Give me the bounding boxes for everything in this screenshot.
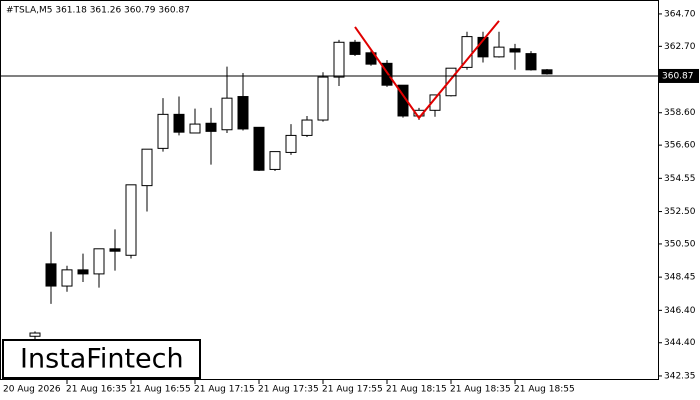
candle-body (93, 248, 105, 275)
logo: InstaFintech (20, 344, 184, 375)
chart-title: #TSLA,M5 361.18 361.26 360.79 360.87 (6, 6, 190, 16)
x-tick-label: 21 Aug 18:15 (386, 385, 447, 395)
y-tick-label: 358.60 (664, 108, 696, 118)
candle-body (349, 41, 361, 55)
logo-box (2, 339, 201, 379)
candle-body (269, 151, 281, 170)
y-tick-label: 356.60 (664, 141, 696, 151)
candle-body (61, 269, 73, 287)
candle-body (333, 41, 345, 78)
candle-body (29, 332, 41, 337)
candle-body (77, 269, 89, 275)
x-tick-label: 21 Aug 16:55 (130, 385, 191, 395)
candle-body (221, 97, 233, 131)
candle-body (461, 36, 473, 68)
candle-body (541, 69, 553, 75)
x-tick-label: 21 Aug 16:35 (66, 385, 127, 395)
candle-body (125, 184, 137, 256)
y-tick-label: 362.70 (664, 42, 696, 52)
candle-body (301, 119, 313, 136)
candle-body (445, 67, 457, 97)
candle-body (509, 48, 521, 53)
pattern-line (354, 20, 500, 120)
candle-body (285, 134, 297, 153)
candle-body (109, 248, 121, 252)
x-tick-label: 21 Aug 17:15 (194, 385, 255, 395)
y-tick-label: 342.35 (664, 371, 696, 381)
candle-body (45, 263, 57, 287)
candle-body (429, 94, 441, 111)
y-tick-label: 354.55 (664, 174, 696, 184)
candle-body (173, 113, 185, 133)
y-tick-label: 346.40 (664, 306, 696, 316)
x-tick-label: 21 Aug 18:35 (450, 385, 511, 395)
candle-body (253, 126, 265, 171)
candle-body (525, 53, 537, 71)
candle-body (237, 96, 249, 130)
candle-body (381, 62, 393, 86)
x-start-label: 20 Aug 2026 (3, 385, 61, 395)
y-tick-label: 348.45 (664, 273, 696, 283)
plot-frame (0, 0, 659, 380)
x-tick-label: 21 Aug 17:55 (322, 385, 383, 395)
candle-body (317, 76, 329, 121)
current-price-box (659, 68, 699, 83)
y-tick-label: 352.50 (664, 207, 696, 217)
y-tick-label: 350.50 (664, 239, 696, 249)
candle-body (189, 123, 201, 134)
y-tick-label: 364.70 (664, 9, 696, 19)
x-tick-label: 21 Aug 18:55 (514, 385, 575, 395)
candle-body (157, 113, 169, 149)
candle-body (493, 46, 505, 58)
candle-body (141, 148, 153, 187)
current-price-label: 360.87 (662, 71, 694, 81)
x-tick-label: 21 Aug 17:35 (258, 385, 319, 395)
candle-body (205, 122, 217, 132)
y-tick-label: 344.40 (664, 338, 696, 348)
